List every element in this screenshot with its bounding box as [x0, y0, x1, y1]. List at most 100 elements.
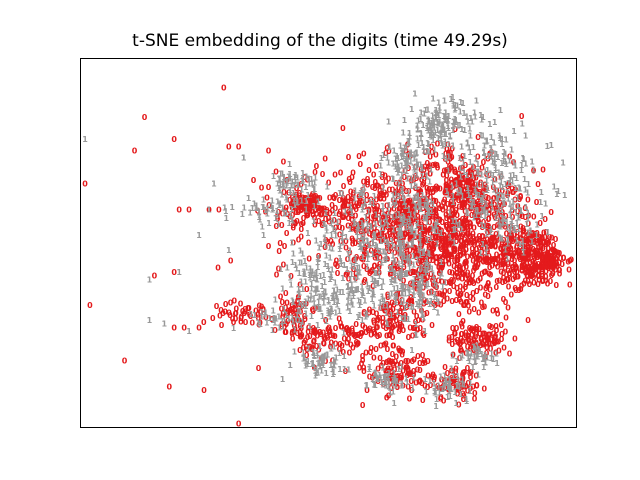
digit-point-1: 1: [465, 209, 471, 218]
digit-point-0: 0: [521, 262, 527, 271]
digit-point-0: 0: [475, 217, 481, 226]
digit-point-0: 0: [540, 165, 546, 174]
digit-point-0: 0: [351, 256, 357, 265]
digit-point-0: 0: [540, 272, 546, 281]
digit-point-1: 1: [418, 115, 424, 124]
digit-point-0: 0: [346, 326, 352, 335]
digit-point-0: 0: [501, 251, 507, 260]
digit-point-1: 1: [438, 229, 444, 238]
digit-point-1: 1: [403, 161, 409, 170]
digit-point-0: 0: [303, 337, 309, 346]
digit-point-0: 0: [481, 184, 487, 193]
digit-point-1: 1: [303, 205, 309, 214]
digit-point-0: 0: [440, 384, 446, 393]
digit-point-0: 0: [431, 244, 437, 253]
digit-point-0: 0: [406, 199, 412, 208]
digit-point-0: 0: [422, 296, 428, 305]
digit-point-0: 0: [377, 354, 383, 363]
digit-point-0: 0: [485, 334, 491, 343]
digit-point-0: 0: [417, 376, 423, 385]
digit-point-1: 1: [389, 237, 395, 246]
digit-point-0: 0: [210, 314, 216, 323]
digit-point-0: 0: [432, 241, 438, 250]
digit-point-0: 0: [384, 367, 390, 376]
digit-point-0: 0: [449, 198, 455, 207]
digit-point-0: 0: [342, 334, 348, 343]
digit-point-0: 0: [311, 193, 317, 202]
digit-point-0: 0: [545, 240, 551, 249]
digit-point-0: 0: [516, 246, 522, 255]
digit-point-0: 0: [470, 277, 476, 286]
digit-point-1: 1: [386, 378, 392, 387]
digit-point-0: 0: [413, 202, 419, 211]
digit-point-0: 0: [443, 243, 449, 252]
digit-point-0: 0: [456, 385, 462, 394]
digit-point-0: 0: [395, 240, 401, 249]
digit-point-0: 0: [518, 192, 524, 201]
digit-point-0: 0: [488, 237, 494, 246]
digit-point-0: 0: [407, 215, 413, 224]
digit-point-0: 0: [463, 382, 469, 391]
digit-point-0: 0: [489, 148, 495, 157]
digit-point-0: 0: [474, 250, 480, 259]
digit-point-0: 0: [428, 381, 434, 390]
digit-point-0: 0: [455, 221, 461, 230]
digit-point-0: 0: [311, 328, 317, 337]
digit-point-0: 0: [483, 193, 489, 202]
digit-point-0: 0: [501, 343, 507, 352]
digit-point-0: 0: [422, 223, 428, 232]
digit-point-0: 0: [478, 335, 484, 344]
digit-point-0: 0: [443, 257, 449, 266]
digit-point-0: 0: [460, 317, 466, 326]
digit-point-0: 0: [504, 248, 510, 257]
digit-point-0: 0: [337, 230, 343, 239]
digit-point-0: 0: [485, 201, 491, 210]
digit-point-0: 0: [382, 189, 388, 198]
digit-point-0: 0: [421, 214, 427, 223]
digit-point-0: 0: [409, 201, 415, 210]
digit-point-0: 0: [474, 245, 480, 254]
digit-point-0: 0: [420, 351, 426, 360]
digit-point-1: 1: [382, 236, 388, 245]
digit-point-1: 1: [386, 159, 392, 168]
digit-point-0: 0: [472, 389, 478, 398]
digit-point-0: 0: [82, 180, 88, 189]
digit-point-0: 0: [360, 218, 366, 227]
digit-point-0: 0: [540, 276, 546, 285]
digit-point-0: 0: [346, 153, 352, 162]
digit-point-0: 0: [404, 243, 410, 252]
digit-point-0: 0: [375, 182, 381, 191]
digit-point-1: 1: [408, 150, 414, 159]
digit-point-0: 0: [387, 331, 393, 340]
digit-point-0: 0: [462, 259, 468, 268]
digit-point-0: 0: [506, 283, 512, 292]
digit-point-0: 0: [426, 263, 432, 272]
digit-point-0: 0: [494, 306, 500, 315]
digit-point-0: 0: [446, 184, 452, 193]
digit-point-0: 0: [530, 231, 536, 240]
digit-point-0: 0: [447, 386, 453, 395]
digit-point-0: 0: [373, 212, 379, 221]
digit-point-0: 0: [286, 189, 292, 198]
digit-point-0: 0: [449, 276, 455, 285]
digit-point-0: 0: [425, 371, 431, 380]
digit-point-0: 0: [463, 217, 469, 226]
digit-point-0: 0: [427, 256, 433, 265]
digit-point-0: 0: [535, 251, 541, 260]
digit-point-0: 0: [470, 190, 476, 199]
digit-point-0: 0: [501, 257, 507, 266]
digit-point-0: 0: [366, 206, 372, 215]
digit-point-0: 0: [362, 202, 368, 211]
digit-point-0: 0: [501, 243, 507, 252]
digit-point-0: 0: [349, 173, 355, 182]
digit-point-0: 0: [468, 219, 474, 228]
digit-point-1: 1: [393, 293, 399, 302]
digit-point-0: 0: [486, 280, 492, 289]
digit-point-0: 0: [528, 243, 534, 252]
digit-point-0: 0: [437, 204, 443, 213]
digit-point-0: 0: [360, 235, 366, 244]
digit-point-0: 0: [545, 261, 551, 270]
digit-point-0: 0: [460, 286, 466, 295]
digit-point-0: 0: [501, 260, 507, 269]
digit-point-1: 1: [411, 373, 417, 382]
